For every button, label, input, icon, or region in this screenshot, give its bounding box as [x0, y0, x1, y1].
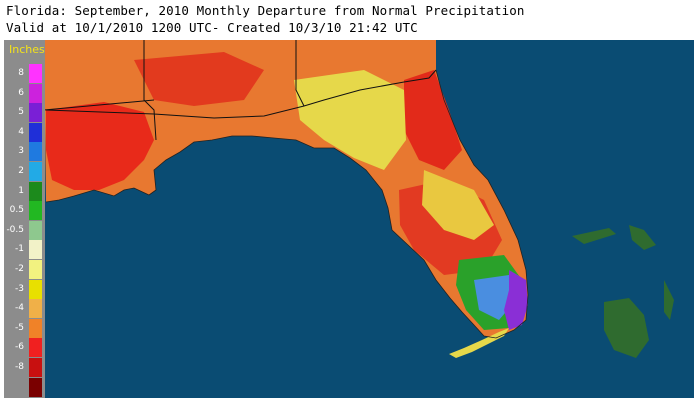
bahamas-grand-bahama [572, 228, 616, 244]
precipitation-map [4, 40, 694, 398]
legend-label: -5 [15, 322, 24, 333]
legend-unit-label: Inches [9, 43, 45, 56]
land-region-near-normal-central [422, 170, 494, 240]
legend-label: 3 [18, 146, 24, 157]
precipitation-legend: Inches 8 6 5 4 3 2 1 0.5 -0.5 -1 -2 -3 -4 -5 -6 -8 [4, 40, 45, 398]
legend-label: -1 [15, 244, 24, 255]
map-graphic [43, 40, 674, 358]
land-region-dry-west [46, 102, 154, 190]
map-title: Florida: September, 2010 Monthly Departu… [6, 2, 525, 36]
map-title-line-2: Valid at 10/1/2010 1200 UTC- Created 10/… [6, 20, 418, 35]
legend-swatch [29, 103, 42, 123]
legend-label: -3 [15, 283, 24, 294]
bahamas-andros [604, 298, 649, 358]
bahamas-abaco [629, 225, 656, 250]
legend-label: 4 [18, 126, 24, 137]
legend-swatch [29, 377, 42, 397]
legend-swatch [29, 83, 42, 103]
coastline [45, 69, 529, 339]
legend-swatch [29, 64, 42, 83]
bahamas-eleuthera [664, 280, 674, 320]
legend-label: -2 [15, 264, 24, 274]
legend-label: -8 [15, 362, 24, 372]
land-region-dry-north [134, 52, 264, 106]
legend-swatch [29, 142, 42, 162]
land-region-dry-east [404, 70, 462, 170]
legend-swatch [29, 260, 42, 279]
legend-label: 0.5 [9, 205, 24, 216]
legend-swatch [29, 162, 42, 181]
legend-label: -6 [15, 342, 24, 353]
state-boundaries [43, 40, 437, 141]
legend-swatch [29, 201, 42, 221]
legend-swatch [29, 318, 42, 338]
legend-swatch [29, 240, 42, 260]
map-title-line-1: Florida: September, 2010 Monthly Departu… [6, 3, 525, 18]
legend-swatch [29, 338, 42, 358]
land-region-very-wet-southeast [504, 270, 528, 330]
florida-keys [449, 328, 509, 358]
legend-label: 1 [18, 185, 24, 196]
legend-label: 2 [18, 166, 24, 176]
legend-swatch [29, 299, 42, 319]
legend-label: -0.5 [6, 224, 24, 235]
legend-swatch [29, 220, 42, 240]
legend-swatch [29, 279, 42, 299]
legend-swatch [29, 122, 42, 142]
legend-swatch [29, 181, 42, 201]
legend-label: 8 [18, 68, 24, 78]
legend-swatch [29, 358, 42, 377]
legend-label: 5 [18, 107, 24, 118]
legend-label: -4 [15, 303, 24, 314]
land-region-near-normal-north [294, 70, 406, 170]
legend-label: 6 [18, 87, 24, 98]
